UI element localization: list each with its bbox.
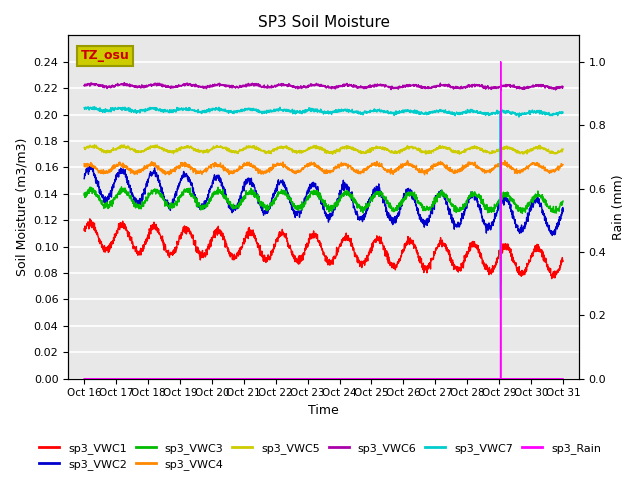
Text: TZ_osu: TZ_osu: [81, 49, 130, 62]
X-axis label: Time: Time: [308, 404, 339, 417]
Title: SP3 Soil Moisture: SP3 Soil Moisture: [257, 15, 390, 30]
Y-axis label: Rain (mm): Rain (mm): [612, 174, 625, 240]
Y-axis label: Soil Moisture (m3/m3): Soil Moisture (m3/m3): [15, 138, 28, 276]
Legend: sp3_VWC1, sp3_VWC2, sp3_VWC3, sp3_VWC4, sp3_VWC5, sp3_VWC6, sp3_VWC7, sp3_Rain: sp3_VWC1, sp3_VWC2, sp3_VWC3, sp3_VWC4, …: [35, 438, 605, 474]
